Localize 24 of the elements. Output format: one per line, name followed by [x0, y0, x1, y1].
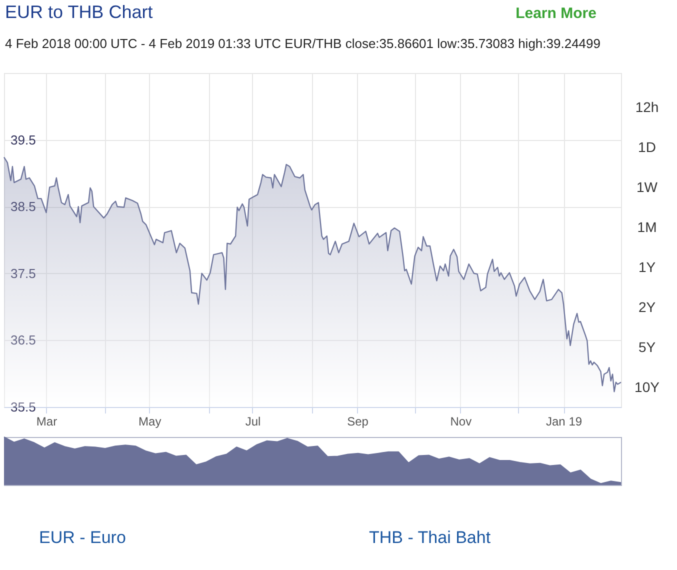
text: EUR - Euro — [39, 528, 126, 547]
text: 1W — [636, 179, 658, 195]
text: 2Y — [638, 299, 656, 315]
x-tick-label: Jul — [245, 414, 261, 428]
text: Learn More — [516, 5, 596, 22]
text: 1M — [637, 219, 657, 235]
y-tick-label: 35.5 — [10, 400, 36, 414]
chart-subtitle: 4 Feb 2018 00:00 UTC - 4 Feb 2019 01:33 UTC EUR/THB close:35.86601 low:35.73083 high:39.24499 — [5, 36, 600, 51]
x-tick-label: May — [138, 414, 162, 428]
x-tick-label: Jan 19 — [546, 414, 582, 428]
y-tick-label: 36.5 — [10, 332, 36, 348]
text: 10Y — [634, 379, 660, 395]
x-tick-label: Nov — [450, 414, 472, 428]
chart-title: EUR to THB Chart — [5, 2, 153, 22]
text: 5Y — [638, 339, 656, 355]
y-tick-label: 38.5 — [10, 199, 36, 214]
text: THB - Thai Baht — [369, 528, 491, 547]
text: 12h — [635, 99, 659, 115]
x-tick-label: Sep — [347, 414, 369, 428]
y-tick-label: 39.5 — [10, 132, 36, 148]
text: 1Y — [638, 259, 656, 275]
text: 1D — [638, 139, 656, 155]
x-tick-label: Mar — [36, 414, 58, 428]
y-tick-label: 37.5 — [10, 266, 36, 281]
